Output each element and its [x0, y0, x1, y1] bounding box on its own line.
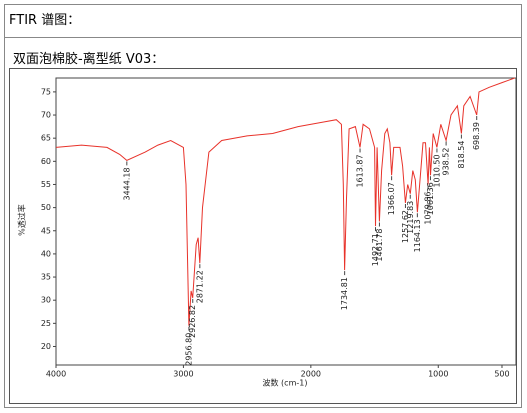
peak-label: 1079.86 — [424, 191, 433, 224]
sample-title: 双面泡棉胶-离型纸 V03： — [13, 52, 165, 67]
peak-label: 818.54 — [457, 141, 466, 169]
peak-label: 1734.81 — [340, 277, 349, 310]
plot-area — [55, 77, 517, 366]
y-tick-label: 50 — [41, 203, 51, 212]
y-tick-label: 75 — [41, 87, 51, 96]
x-tick-label: 4000 — [46, 370, 66, 379]
y-tick-label: 20 — [41, 342, 51, 351]
peak-label: 2956.80 — [184, 333, 193, 366]
peak-label: 2871.22 — [195, 270, 204, 303]
y-tick-label: 25 — [41, 319, 51, 328]
peak-label: 1257.62 — [401, 210, 410, 243]
peak-label: 1219.83 — [406, 201, 415, 234]
y-tick-label: 30 — [41, 296, 51, 305]
y-tick-label: 35 — [41, 273, 51, 282]
peak-label: 1492.71 — [371, 233, 380, 266]
peak-label: 2926.82 — [188, 305, 197, 338]
peak-label: 1461.78 — [375, 229, 384, 262]
y-axis-label: %透过率 — [17, 204, 27, 236]
peak-label: 698.39 — [472, 122, 481, 150]
peak-label: 1366.07 — [387, 182, 396, 215]
peak-label: 1010.50 — [432, 154, 441, 187]
y-tick-label: 45 — [41, 226, 51, 235]
x-tick-label: 3000 — [173, 370, 193, 379]
peak-label: 3444.18 — [122, 167, 131, 200]
x-tick-label: 1000 — [428, 370, 448, 379]
peak-label: 1164.13 — [413, 219, 422, 252]
peak-label: 938.52 — [442, 147, 451, 175]
peak-label: 1061.36 — [426, 182, 435, 215]
y-tick-label: 65 — [41, 134, 51, 143]
spectrum-line — [55, 77, 515, 326]
y-tick-label: 60 — [41, 157, 51, 166]
y-tick-label: 40 — [41, 249, 51, 258]
y-tick-label: 70 — [41, 111, 51, 120]
x-tick-label: 2000 — [301, 370, 321, 379]
heading: FTIR 谱图： — [9, 13, 81, 28]
y-tick-label: 55 — [41, 180, 51, 189]
x-tick-label: 500 — [494, 370, 509, 379]
x-axis-label: 波数 (cm-1) — [263, 378, 308, 388]
peak-label: 1613.87 — [356, 154, 365, 187]
